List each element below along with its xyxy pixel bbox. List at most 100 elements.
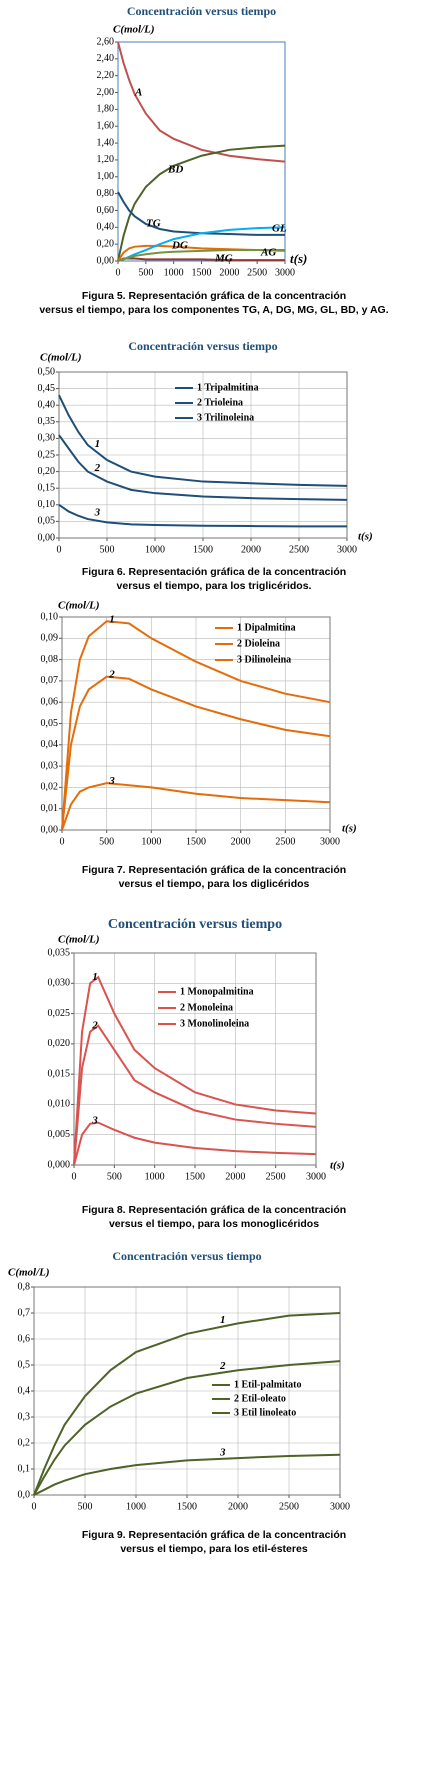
plot-frame <box>61 616 331 831</box>
y-tick-label: 0,80 <box>97 188 115 199</box>
series-line <box>117 249 285 262</box>
y-axis-label: C(mol/L) <box>58 934 100 946</box>
caption: Figura 6. Representación gráfica de la c… <box>82 566 346 578</box>
curve-label: 2 <box>108 669 115 681</box>
y-tick-label: 0,03 <box>41 760 59 771</box>
legend-label: 1 Monopalmitina <box>180 986 254 997</box>
x-tick-label: 500 <box>100 544 115 555</box>
x-axis-label: t(s) <box>330 1160 345 1172</box>
curve-label: 3 <box>219 1446 226 1458</box>
curve-label: 2 <box>219 1360 226 1372</box>
x-tick-label: 0 <box>57 544 62 555</box>
legend-label: 3 Monolinoleina <box>180 1018 249 1029</box>
y-axis-label: C(mol/L) <box>40 352 82 364</box>
x-tick-label: 3000 <box>306 1171 326 1182</box>
x-tick-label: 2000 <box>241 544 261 555</box>
curve-label: 1 <box>92 971 98 983</box>
y-tick-label: 0,30 <box>38 433 56 444</box>
series-line <box>61 675 331 831</box>
y-tick-label: 0,40 <box>38 399 56 410</box>
y-tick-label: 0,00 <box>97 255 115 266</box>
y-tick-label: 2,00 <box>97 87 115 98</box>
curve-label: 1 <box>109 613 115 625</box>
curve-label: 3 <box>108 775 115 787</box>
y-tick-label: 0,5 <box>18 1359 31 1370</box>
series-line <box>33 1360 341 1496</box>
caption: Figura 8. Representación gráfica de la c… <box>82 1204 346 1216</box>
y-tick-label: 0,20 <box>38 466 56 477</box>
caption: Figura 9. Representación gráfica de la c… <box>82 1529 346 1541</box>
chart-title: Concentración versus tiempo <box>128 339 277 353</box>
legend-label: 3 Dilinoleina <box>237 654 291 665</box>
y-tick-label: 0,05 <box>41 718 59 729</box>
x-tick-label: 0 <box>60 836 65 847</box>
chart-title: Concentración versus tiempo <box>112 1249 261 1263</box>
y-tick-label: 0,20 <box>97 238 115 249</box>
y-tick-label: 1,00 <box>97 171 115 182</box>
x-tick-label: 3000 <box>275 267 295 278</box>
y-tick-label: 0,07 <box>41 675 59 686</box>
x-axis-label: t(s) <box>342 823 357 835</box>
y-tick-label: 0,10 <box>38 499 56 510</box>
y-axis-label: C(mol/L) <box>58 600 100 612</box>
x-tick-label: 1500 <box>186 836 206 847</box>
x-tick-label: 2000 <box>219 267 239 278</box>
x-axis-label: t(s) <box>290 251 307 266</box>
y-tick-label: 0,1 <box>18 1463 31 1474</box>
y-tick-label: 2,40 <box>97 53 115 64</box>
x-tick-label: 1500 <box>192 267 212 278</box>
legend-label: 2 Dioleina <box>237 638 280 649</box>
y-tick-label: 0,00 <box>38 532 56 543</box>
x-tick-label: 1500 <box>177 1501 197 1512</box>
y-tick-label: 0,25 <box>38 449 56 460</box>
series-line <box>58 503 347 528</box>
caption: versus el tiempo, para los triglicéridos… <box>117 580 312 592</box>
legend-label: 2 Etil-oleato <box>234 1393 286 1404</box>
x-tick-label: 500 <box>99 836 114 847</box>
curve-label: MG <box>214 253 233 265</box>
x-tick-label: 1500 <box>185 1171 205 1182</box>
x-tick-label: 0 <box>32 1501 37 1512</box>
x-tick-label: 500 <box>138 267 153 278</box>
x-axis-label: t(s) <box>358 531 373 543</box>
curve-label: BD <box>167 164 183 176</box>
y-tick-label: 0,2 <box>18 1437 31 1448</box>
y-tick-label: 0,005 <box>48 1129 71 1140</box>
y-tick-label: 0,06 <box>41 696 59 707</box>
series-line <box>58 434 348 501</box>
legend-label: 3 Trilinoleina <box>197 412 254 423</box>
plot-frame <box>117 41 286 262</box>
y-tick-label: 1,20 <box>97 154 115 165</box>
series-line <box>33 1453 341 1496</box>
series-line <box>117 144 286 262</box>
chart-title: Concentración versus tiempo <box>108 917 282 932</box>
series-line <box>117 226 286 262</box>
y-tick-label: 0,8 <box>18 1281 31 1292</box>
x-tick-label: 1000 <box>126 1501 146 1512</box>
caption: Figura 7. Representación gráfica de la c… <box>82 864 346 876</box>
y-tick-label: 0,020 <box>48 1038 71 1049</box>
y-tick-label: 2,60 <box>97 36 115 47</box>
x-tick-label: 500 <box>78 1501 93 1512</box>
plot-frame <box>73 952 317 1166</box>
x-tick-label: 2500 <box>289 544 309 555</box>
x-tick-label: 0 <box>116 267 121 278</box>
y-tick-label: 0,4 <box>18 1385 31 1396</box>
y-tick-label: 0,030 <box>48 978 71 989</box>
x-tick-label: 3000 <box>320 836 340 847</box>
y-tick-label: 0,010 <box>48 1099 71 1110</box>
y-tick-label: 1,60 <box>97 121 115 132</box>
curve-label: A <box>134 87 142 99</box>
caption: versus el tiempo, para los diglicéridos <box>119 878 310 890</box>
plot-frame <box>33 1286 341 1496</box>
y-tick-label: 0,6 <box>18 1333 31 1344</box>
curve-label: 3 <box>94 506 101 518</box>
curve-label: GL <box>272 223 287 235</box>
series-line <box>73 1121 317 1166</box>
y-tick-label: 0,10 <box>41 611 59 622</box>
series-line <box>117 41 286 163</box>
y-tick-label: 0,15 <box>38 482 56 493</box>
y-tick-label: 0,60 <box>97 205 115 216</box>
x-tick-label: 2500 <box>279 1501 299 1512</box>
